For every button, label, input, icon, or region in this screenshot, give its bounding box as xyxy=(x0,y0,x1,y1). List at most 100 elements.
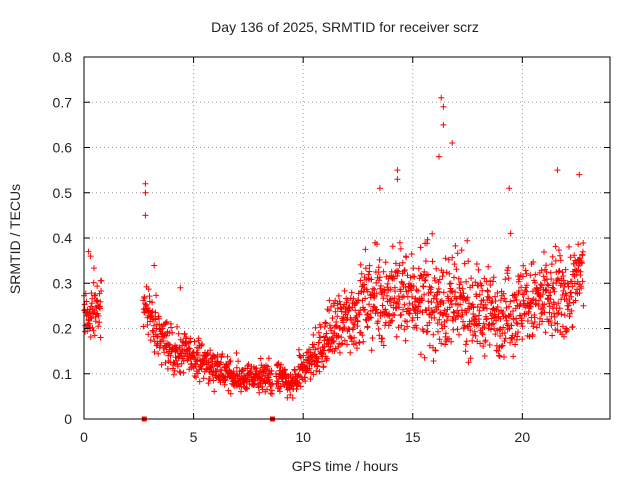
data-point xyxy=(458,307,465,314)
data-point xyxy=(307,376,314,382)
data-point xyxy=(213,368,220,375)
data-point xyxy=(354,318,361,325)
data-point xyxy=(447,280,454,287)
data-point xyxy=(379,302,386,309)
data-point xyxy=(436,336,443,343)
data-point xyxy=(410,265,417,272)
data-point-peak xyxy=(142,212,149,219)
data-point xyxy=(361,306,368,313)
data-point xyxy=(505,264,512,271)
data-point xyxy=(392,260,399,267)
data-point xyxy=(92,318,99,325)
data-point xyxy=(211,388,218,395)
data-point xyxy=(91,265,97,272)
data-point xyxy=(382,306,389,313)
data-point xyxy=(95,323,102,330)
y-tick-label: 0.3 xyxy=(53,275,73,291)
data-point xyxy=(310,371,317,378)
data-point xyxy=(152,309,159,316)
data-point xyxy=(184,357,191,364)
data-point xyxy=(238,383,245,390)
data-point xyxy=(430,331,437,338)
data-point xyxy=(512,341,519,348)
data-point xyxy=(267,390,274,397)
data-point xyxy=(395,268,402,275)
data-point xyxy=(563,292,570,299)
data-point xyxy=(339,340,346,347)
data-point xyxy=(366,262,373,269)
data-point xyxy=(462,348,469,355)
data-point xyxy=(330,338,337,345)
y-axis-label: SRMTID / TECUs xyxy=(7,184,23,294)
data-point xyxy=(167,352,174,359)
data-point xyxy=(362,265,369,272)
data-point xyxy=(415,303,422,310)
data-point xyxy=(425,305,432,312)
data-point xyxy=(357,277,364,284)
data-point xyxy=(423,329,430,335)
data-point xyxy=(467,355,474,362)
data-point xyxy=(243,384,250,391)
data-point xyxy=(302,378,309,385)
data-point xyxy=(294,379,301,386)
data-point xyxy=(371,286,378,293)
data-point xyxy=(469,301,476,308)
data-point xyxy=(193,358,200,365)
data-point xyxy=(404,323,411,330)
data-point-peak xyxy=(449,140,456,146)
data-point xyxy=(450,326,457,333)
data-point xyxy=(369,289,376,296)
x-tick-label: 15 xyxy=(405,429,421,445)
data-point-peak xyxy=(85,248,92,255)
data-point xyxy=(564,306,571,313)
data-point xyxy=(194,370,201,377)
data-point xyxy=(393,333,400,340)
data-point xyxy=(507,298,514,305)
data-point xyxy=(375,318,381,325)
data-point xyxy=(545,282,552,289)
data-point-peak xyxy=(376,185,383,192)
data-point xyxy=(532,271,539,278)
data-point xyxy=(380,342,387,349)
data-point xyxy=(165,341,172,348)
data-point xyxy=(435,279,442,286)
data-point xyxy=(528,320,535,327)
data-point xyxy=(401,326,408,333)
data-point xyxy=(428,299,435,306)
data-point xyxy=(465,359,472,366)
data-point xyxy=(393,304,400,311)
data-point xyxy=(87,306,93,313)
data-point-peak xyxy=(142,189,149,196)
data-point xyxy=(224,353,231,360)
data-point xyxy=(398,322,405,329)
data-point xyxy=(551,288,558,295)
data-point xyxy=(568,307,575,314)
data-point xyxy=(536,321,543,328)
data-point xyxy=(420,283,427,290)
y-tick-label: 0.5 xyxy=(53,185,73,201)
data-point xyxy=(514,321,521,327)
data-point xyxy=(502,335,509,342)
data-point xyxy=(443,269,450,276)
data-point xyxy=(375,264,382,271)
data-point xyxy=(90,279,97,286)
data-point xyxy=(459,311,466,318)
data-point xyxy=(331,302,338,309)
data-point xyxy=(440,300,447,306)
data-point xyxy=(221,381,228,388)
data-point xyxy=(501,338,508,345)
data-point xyxy=(295,346,302,353)
data-point xyxy=(422,306,429,313)
data-point xyxy=(191,338,198,345)
data-point xyxy=(296,380,303,387)
data-point xyxy=(465,258,472,265)
data-point xyxy=(541,301,548,308)
data-point xyxy=(97,298,104,305)
data-point xyxy=(566,243,572,250)
data-point xyxy=(487,326,494,333)
data-point xyxy=(441,323,448,330)
data-point xyxy=(556,247,562,254)
data-point xyxy=(530,259,537,265)
data-point xyxy=(562,266,569,273)
data-point xyxy=(156,315,162,322)
